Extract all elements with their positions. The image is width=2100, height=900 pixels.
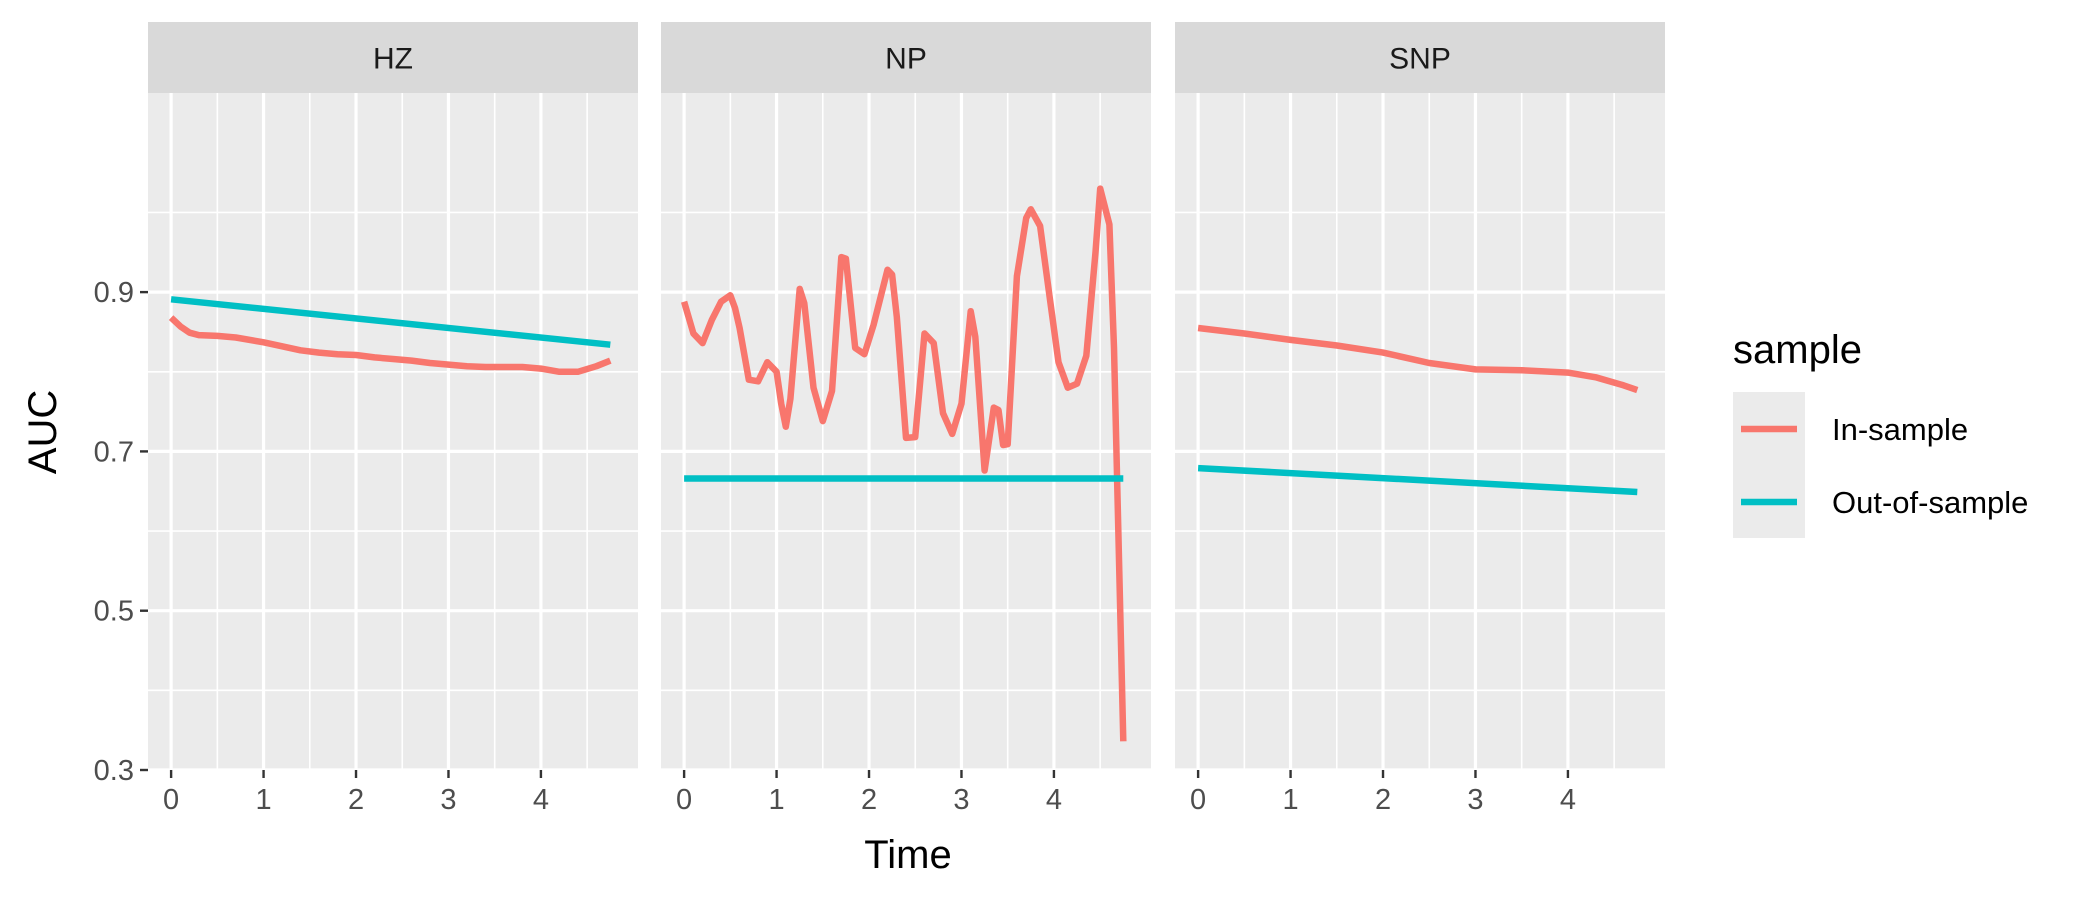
x-tick-label: 2 <box>861 784 877 816</box>
x-tick-label: 3 <box>953 784 969 816</box>
y-axis-title: AUC <box>21 390 65 474</box>
legend-key-background <box>1733 392 1805 538</box>
x-tick-label: 4 <box>1046 784 1062 816</box>
plot-background <box>148 93 638 770</box>
y-tick-label: 0.9 <box>94 277 134 309</box>
legend: sample In-sample Out-of-sample <box>1733 328 2028 538</box>
series-line-out-of-sample <box>1197 464 1638 496</box>
x-tick-label: 0 <box>676 784 692 816</box>
x-tick-label: 3 <box>440 784 456 816</box>
legend-title: sample <box>1733 328 1862 372</box>
x-tick-label: 0 <box>1190 784 1206 816</box>
facet-strip-label: SNP <box>1389 43 1451 76</box>
facet-panel-hz: HZ 0 1 2 3 4 <box>148 22 638 816</box>
facet-strip <box>148 22 638 93</box>
series-line-in-sample <box>168 315 612 376</box>
x-tick-label: 1 <box>255 784 271 816</box>
facet-strip-label: HZ <box>373 43 413 76</box>
y-tick-label: 0.7 <box>94 436 134 468</box>
gridlines <box>148 93 638 772</box>
x-axis-title: Time <box>864 833 951 877</box>
series-line-in-sample <box>680 185 1127 742</box>
y-axis: 0.3 0.5 0.7 0.9 <box>94 277 148 787</box>
series-line-out-of-sample <box>170 296 611 348</box>
facet-strip <box>1175 22 1665 93</box>
x-tick-label: 2 <box>348 784 364 816</box>
series-line-in-sample <box>1197 324 1639 394</box>
facet-strip-label: NP <box>885 43 927 76</box>
y-tick-label: 0.5 <box>94 596 134 628</box>
facet-panels: HZ 0 1 2 3 4 NP 0 1 2 3 4 SNP 0 1 2 3 4 <box>148 22 1665 816</box>
x-tick-label: 0 <box>163 784 179 816</box>
legend-label: In-sample <box>1832 412 1968 447</box>
x-axis: 0 1 2 3 4 <box>163 770 549 816</box>
x-axis: 0 1 2 3 4 <box>676 770 1062 816</box>
gridlines <box>661 93 1151 772</box>
gridlines <box>1175 93 1665 772</box>
x-tick-label: 4 <box>533 784 549 816</box>
facet-panel-snp: SNP 0 1 2 3 4 <box>1175 22 1665 816</box>
facet-strip <box>661 22 1151 93</box>
legend-label: Out-of-sample <box>1832 485 2028 520</box>
legend-entries: In-sample Out-of-sample <box>1741 412 2028 520</box>
y-tick-label: 0.3 <box>94 755 134 787</box>
x-tick-label: 2 <box>1375 784 1391 816</box>
plot-background <box>1175 93 1665 770</box>
x-tick-label: 4 <box>1560 784 1576 816</box>
x-axis: 0 1 2 3 4 <box>1190 770 1576 816</box>
x-tick-label: 3 <box>1467 784 1483 816</box>
facet-panel-np: NP 0 1 2 3 4 <box>661 22 1151 816</box>
x-tick-label: 1 <box>768 784 784 816</box>
x-tick-label: 1 <box>1282 784 1298 816</box>
